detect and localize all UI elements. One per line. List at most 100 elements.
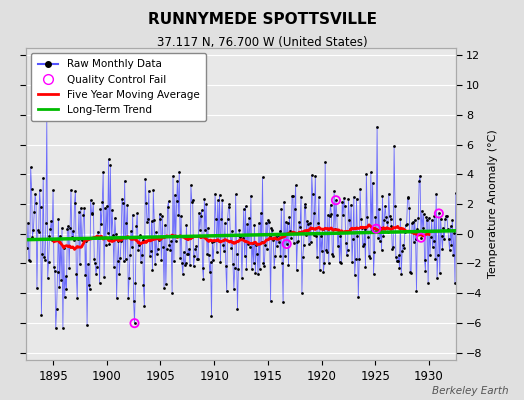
Point xyxy=(145,188,153,194)
Point xyxy=(330,188,339,195)
Point xyxy=(86,197,95,203)
Point xyxy=(341,203,349,209)
Point xyxy=(431,256,440,262)
Point xyxy=(122,219,130,226)
Point xyxy=(354,294,363,300)
Point xyxy=(275,238,283,245)
Point xyxy=(293,239,302,246)
Point xyxy=(176,255,184,261)
Point xyxy=(143,219,151,226)
Point xyxy=(299,254,307,260)
Point xyxy=(97,220,106,227)
Point xyxy=(36,187,44,193)
Point xyxy=(214,238,223,244)
Point xyxy=(325,212,334,219)
Point xyxy=(112,231,120,237)
Point xyxy=(419,224,427,231)
Point xyxy=(445,247,454,254)
Point xyxy=(334,243,342,250)
Point xyxy=(110,264,118,271)
Point xyxy=(335,259,344,266)
Point xyxy=(165,198,173,205)
Point xyxy=(251,270,259,276)
Point xyxy=(420,256,429,263)
Point xyxy=(188,198,196,205)
Point xyxy=(85,286,94,292)
Point xyxy=(398,248,407,254)
Point xyxy=(274,232,282,239)
Point xyxy=(446,223,455,229)
Point xyxy=(386,216,395,222)
Point xyxy=(319,269,328,275)
Point xyxy=(365,253,373,259)
Point xyxy=(47,218,56,224)
Point xyxy=(61,273,70,279)
Point xyxy=(175,168,183,175)
Point xyxy=(377,225,385,231)
Point xyxy=(149,187,158,194)
Point xyxy=(62,286,71,292)
Point xyxy=(291,182,300,189)
Point xyxy=(239,206,248,212)
Point xyxy=(156,211,164,217)
Point xyxy=(39,175,47,182)
Point xyxy=(371,214,379,220)
Point xyxy=(375,206,383,212)
Point xyxy=(224,204,233,210)
Point xyxy=(204,225,212,232)
Y-axis label: Temperature Anomaly (°C): Temperature Anomaly (°C) xyxy=(488,130,498,278)
Point xyxy=(336,233,345,240)
Point xyxy=(57,276,66,283)
Point xyxy=(329,253,337,259)
Point xyxy=(314,220,322,226)
Point xyxy=(52,306,61,312)
Point xyxy=(308,172,316,178)
Point xyxy=(171,238,180,244)
Point xyxy=(367,169,375,176)
Point xyxy=(211,191,219,197)
Point xyxy=(127,228,135,234)
Text: 37.117 N, 76.700 W (United States): 37.117 N, 76.700 W (United States) xyxy=(157,36,367,49)
Point xyxy=(387,223,396,230)
Point xyxy=(242,266,250,272)
Point xyxy=(238,274,246,281)
Point xyxy=(328,250,336,257)
Point xyxy=(312,232,321,239)
Point xyxy=(379,232,388,239)
Point xyxy=(381,203,389,210)
Point xyxy=(55,284,63,290)
Point xyxy=(290,239,298,246)
Point xyxy=(85,282,93,288)
Point xyxy=(131,280,139,286)
Point xyxy=(410,239,418,245)
Point xyxy=(315,194,323,200)
Point xyxy=(202,201,210,207)
Point xyxy=(254,271,262,278)
Point xyxy=(67,187,75,193)
Point xyxy=(108,207,116,213)
Point xyxy=(451,280,459,286)
Point xyxy=(225,201,234,208)
Point xyxy=(109,232,117,238)
Point xyxy=(334,230,343,236)
Point xyxy=(30,208,38,215)
Point xyxy=(373,123,381,130)
Point xyxy=(40,253,48,260)
Point xyxy=(179,270,187,277)
Point xyxy=(199,264,207,271)
Point xyxy=(417,234,425,241)
Point xyxy=(119,258,128,265)
Point xyxy=(25,256,33,263)
Point xyxy=(369,271,378,277)
Point xyxy=(191,246,200,252)
Point xyxy=(324,212,332,218)
Point xyxy=(443,212,451,219)
Point xyxy=(242,203,250,209)
Point xyxy=(209,256,217,263)
Point xyxy=(199,276,208,283)
Point xyxy=(88,210,96,216)
Point xyxy=(162,281,170,288)
Point xyxy=(374,235,382,242)
Point xyxy=(34,227,42,233)
Point xyxy=(170,258,178,264)
